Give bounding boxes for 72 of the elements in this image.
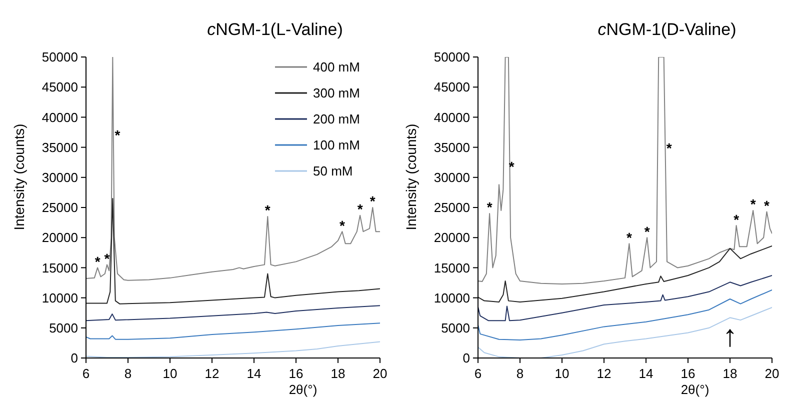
line-series xyxy=(86,322,380,340)
y-tick-label: 25000 xyxy=(434,200,470,216)
annotation: * xyxy=(264,202,271,218)
annotation: * xyxy=(750,196,756,212)
x-tick-label: 10 xyxy=(162,366,178,381)
y-tick-label: 0 xyxy=(462,350,470,366)
annotation: * xyxy=(626,229,632,246)
legend-label: 400 mM xyxy=(313,60,360,75)
x-tick-label: 8 xyxy=(124,366,132,381)
y-axis-title: Intensity (counts) xyxy=(403,124,419,230)
annotation: * xyxy=(508,158,515,174)
y-axis-title: Intensity (counts) xyxy=(11,124,27,230)
x-axis-title: 2θ(°) xyxy=(680,382,710,397)
y-tick-label: 5000 xyxy=(49,320,78,336)
y-tick-label: 30000 xyxy=(434,170,470,185)
y-tick-label: 30000 xyxy=(42,170,78,185)
x-tick-label: 14 xyxy=(638,366,654,381)
x-tick-label: 10 xyxy=(554,366,570,381)
x-tick-label: 20 xyxy=(372,366,388,381)
y-tick-label: 45000 xyxy=(434,80,470,95)
line-series xyxy=(478,246,772,303)
line-series xyxy=(86,198,380,304)
y-tick-label: 10000 xyxy=(42,290,78,306)
chart-title: cNGM-1(D-Valine) xyxy=(598,20,736,39)
x-tick-label: 12 xyxy=(596,366,612,381)
annotation: * xyxy=(370,193,376,210)
x-axis-title: 2θ(°) xyxy=(288,382,318,397)
annotation: * xyxy=(114,126,121,143)
x-tick-label: 14 xyxy=(246,366,262,381)
line-series xyxy=(86,57,380,281)
legend-label: 100 mM xyxy=(313,138,360,153)
y-tick-label: 5000 xyxy=(441,320,470,336)
x-tick-label: 6 xyxy=(82,366,90,381)
x-tick-label: 16 xyxy=(680,366,696,381)
line-series xyxy=(86,305,380,322)
annotation: * xyxy=(94,253,101,270)
x-tick-label: 20 xyxy=(764,366,780,381)
annotation: * xyxy=(764,197,770,214)
x-tick-label: 8 xyxy=(516,366,524,381)
line-series xyxy=(478,275,772,322)
x-tick-label: 12 xyxy=(204,366,220,381)
legend-label: 200 mM xyxy=(313,112,360,127)
x-tick-label: 18 xyxy=(330,366,346,381)
annotation: * xyxy=(104,250,110,266)
y-tick-label: 50000 xyxy=(42,50,78,65)
annotation: ↑ xyxy=(722,320,738,354)
annotation: * xyxy=(666,140,672,156)
y-tick-label: 25000 xyxy=(42,200,78,216)
x-tick-label: 6 xyxy=(474,366,482,381)
y-tick-label: 35000 xyxy=(42,140,78,155)
annotation: * xyxy=(486,199,493,216)
annotation: * xyxy=(339,217,346,234)
annotation: * xyxy=(357,201,364,218)
chart-title: cNGM-1(L-Valine) xyxy=(207,20,343,39)
y-tick-label: 15000 xyxy=(434,260,470,276)
y-tick-label: 40000 xyxy=(434,110,470,125)
y-tick-label: 40000 xyxy=(42,110,78,125)
y-tick-label: 50000 xyxy=(434,50,470,65)
x-tick-label: 18 xyxy=(722,366,738,381)
y-tick-label: 45000 xyxy=(42,80,78,95)
annotation: * xyxy=(644,223,650,240)
line-series xyxy=(478,57,772,284)
y-tick-label: 35000 xyxy=(434,140,470,155)
x-tick-label: 16 xyxy=(288,366,304,381)
legend-label: 300 mM xyxy=(313,86,360,101)
legend-label: 50 mM xyxy=(313,164,353,179)
y-tick-label: 20000 xyxy=(42,230,78,246)
y-tick-label: 10000 xyxy=(434,290,470,306)
annotation: * xyxy=(734,211,740,228)
y-tick-label: 0 xyxy=(70,350,78,366)
y-tick-label: 15000 xyxy=(42,260,78,276)
y-tick-label: 20000 xyxy=(434,230,470,246)
